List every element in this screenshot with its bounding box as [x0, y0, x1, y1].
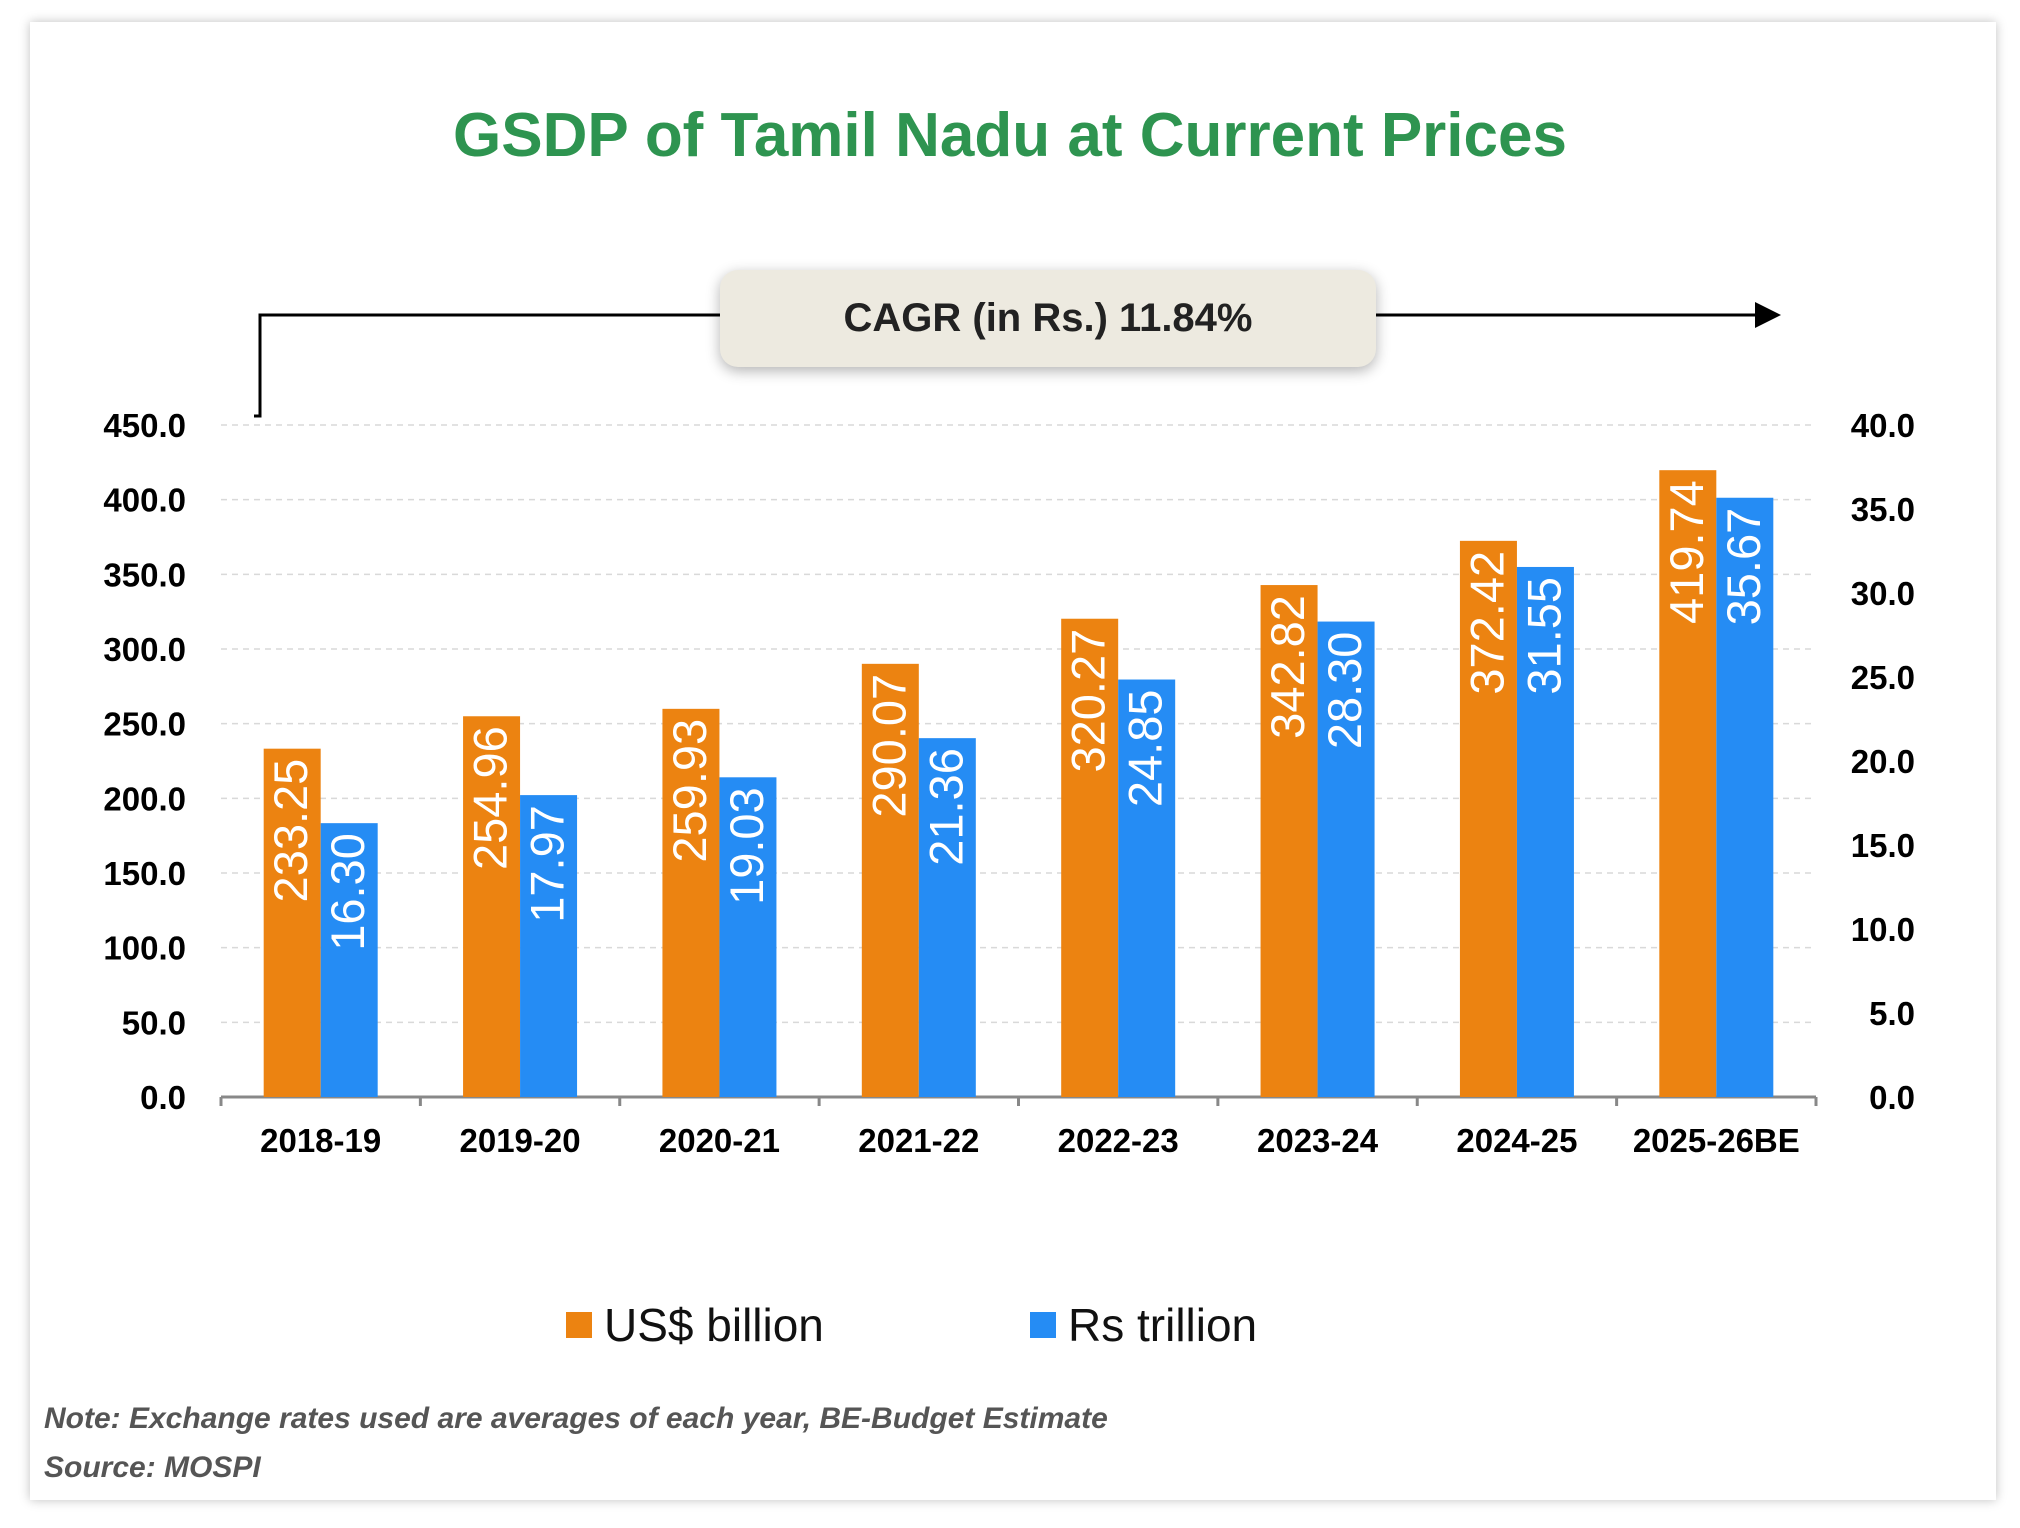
data-label-rs: 21.36 — [919, 748, 972, 866]
y-right-tick-label: 5.0 — [1869, 995, 1915, 1032]
bar-rs — [1317, 621, 1375, 1097]
bar-usd — [662, 708, 720, 1097]
y-right-tick-label: 0.0 — [1869, 1079, 1915, 1116]
bar-rs — [520, 795, 578, 1097]
y-right-tick-label: 30.0 — [1851, 575, 1915, 612]
y-left-tick-label: 250.0 — [103, 706, 186, 743]
bar-rs — [1716, 497, 1774, 1097]
y-left-tick-label: 0.0 — [140, 1079, 186, 1116]
bar-rs — [320, 823, 378, 1097]
data-label-usd: 254.96 — [464, 726, 517, 870]
y-right-tick-label: 25.0 — [1851, 659, 1915, 696]
y-left-tick-label: 400.0 — [103, 482, 186, 519]
y-right-tick-label: 20.0 — [1851, 743, 1915, 780]
y-left-tick-label: 50.0 — [122, 1004, 186, 1041]
bar-usd — [1061, 618, 1119, 1097]
chart-title: GSDP of Tamil Nadu at Current Prices — [453, 101, 1567, 170]
x-tick-label: 2022-23 — [1058, 1122, 1179, 1159]
legend-item-usd: US$ billion — [566, 1298, 824, 1352]
y-right-tick-label: 15.0 — [1851, 827, 1915, 864]
x-tick-label: 2019-20 — [460, 1122, 581, 1159]
y-left-tick-label: 350.0 — [103, 556, 186, 593]
source-text: Source: MOSPI — [44, 1451, 261, 1484]
legend-label-usd: US$ billion — [604, 1299, 824, 1351]
bar-usd — [861, 663, 919, 1097]
cagr-arrow-start — [254, 313, 720, 418]
data-label-usd: 290.07 — [862, 674, 915, 818]
y-right-tick-label: 35.0 — [1851, 491, 1915, 528]
data-label-usd: 342.82 — [1261, 595, 1314, 739]
x-tick-label: 2020-21 — [659, 1122, 780, 1159]
data-label-usd: 320.27 — [1062, 629, 1115, 773]
y-right-tick-label: 40.0 — [1851, 407, 1915, 444]
data-label-rs: 19.03 — [720, 787, 773, 905]
x-tick-label: 2023-24 — [1257, 1122, 1379, 1159]
bar-usd — [463, 716, 521, 1097]
legend-swatch-rs — [1030, 1312, 1056, 1338]
data-label-rs: 35.67 — [1717, 508, 1770, 626]
x-tick-label: 2021-22 — [858, 1122, 979, 1159]
cagr-annotation: CAGR (in Rs.) 11.84% — [720, 270, 1376, 367]
bar-usd — [1459, 540, 1517, 1097]
bar-usd — [1260, 585, 1318, 1097]
data-label-usd: 372.42 — [1460, 551, 1513, 695]
legend-label-rs: Rs trillion — [1068, 1299, 1258, 1351]
bar-rs — [1516, 566, 1574, 1097]
data-label-usd: 259.93 — [663, 719, 716, 863]
data-label-rs: 17.97 — [521, 805, 574, 923]
data-label-rs: 16.30 — [321, 833, 374, 951]
y-left-tick-label: 150.0 — [103, 855, 186, 892]
bar-rs — [1118, 679, 1176, 1097]
data-label-rs: 28.30 — [1318, 632, 1371, 750]
x-tick-label: 2018-19 — [260, 1122, 381, 1159]
bar-rs — [719, 777, 777, 1097]
y-left-tick-label: 300.0 — [103, 631, 186, 668]
x-tick-label: 2025-26BE — [1633, 1122, 1800, 1159]
data-label-usd: 419.74 — [1660, 480, 1713, 624]
y-left-tick-label: 100.0 — [103, 930, 186, 967]
y-left-tick-label: 200.0 — [103, 780, 186, 817]
legend-item-rs: Rs trillion — [1030, 1298, 1257, 1352]
bar-usd — [1659, 470, 1717, 1098]
note-text: Note: Exchange rates used are averages o… — [44, 1402, 1108, 1435]
bar-usd — [263, 748, 321, 1097]
data-label-usd: 233.25 — [264, 759, 317, 903]
x-tick-label: 2024-25 — [1456, 1122, 1577, 1159]
data-label-rs: 24.85 — [1119, 690, 1172, 808]
y-right-tick-label: 10.0 — [1851, 911, 1915, 948]
data-label-rs: 31.55 — [1517, 577, 1570, 695]
bar-rs — [918, 738, 976, 1097]
y-left-tick-label: 450.0 — [103, 407, 186, 444]
legend-swatch-usd — [566, 1312, 592, 1338]
arrow-head-icon — [1755, 302, 1781, 328]
